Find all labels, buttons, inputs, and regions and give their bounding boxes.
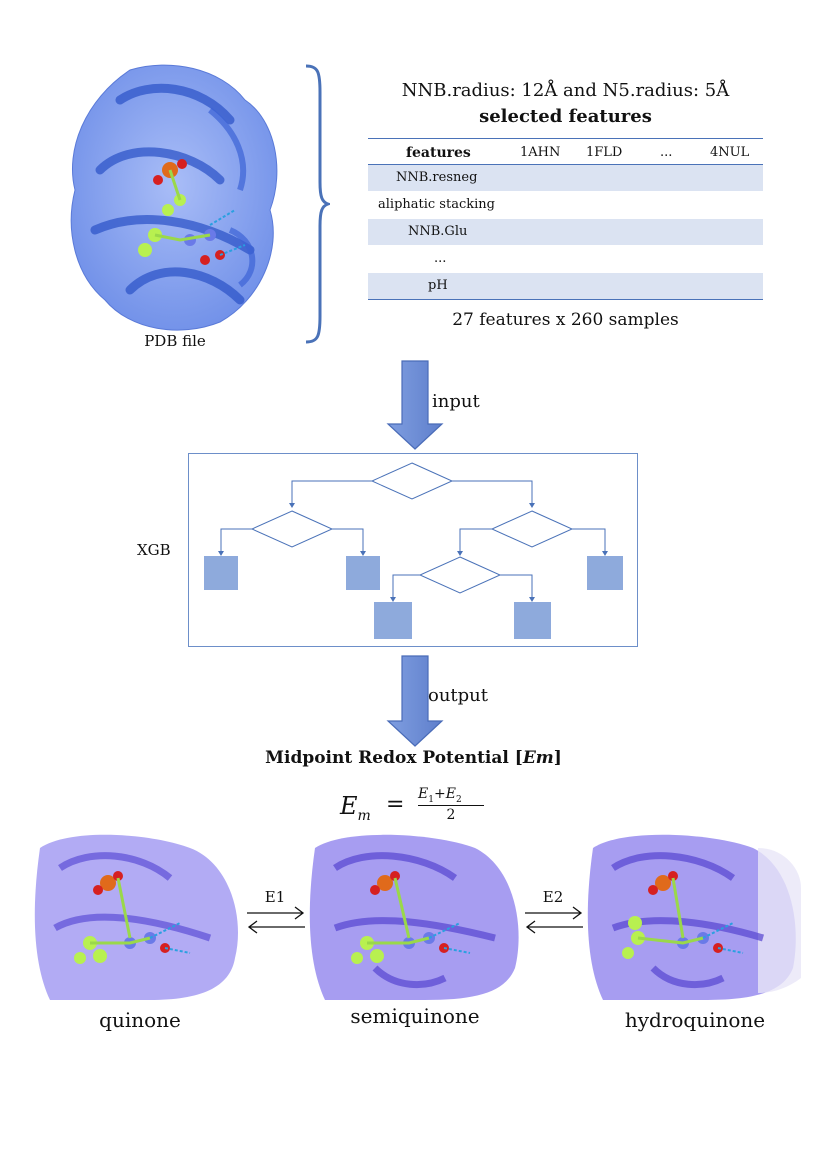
quinone-label: quinone [99, 1008, 181, 1032]
e2-label: E2 [542, 888, 564, 906]
table-top-rule [368, 138, 763, 139]
table-bottom-rule [368, 299, 763, 300]
eq-equals: = [386, 792, 405, 817]
output-arrow [386, 655, 444, 747]
table-row: pH [368, 273, 763, 299]
result-title-suffix: ] [553, 748, 562, 768]
eq-numerator: E1+E2 [418, 786, 462, 805]
table-row: aliphatic stacking [368, 192, 763, 218]
header-1ahn: 1AHN [520, 145, 561, 160]
equilibrium-arrows-e1 [247, 906, 305, 934]
table-row: NNB.Glu [368, 219, 763, 245]
table-header-rule [368, 164, 763, 165]
input-label: input [432, 391, 480, 412]
table-row: ... [368, 246, 763, 272]
curly-brace [305, 64, 330, 344]
semiquinone-label: semiquinone [350, 1004, 480, 1028]
equilibrium-arrows-e2 [525, 906, 583, 934]
output-label: output [428, 685, 489, 706]
e1-label: E1 [264, 888, 286, 906]
row-label: ... [434, 251, 447, 266]
result-title-em: Em [522, 748, 554, 768]
table-title: selected features [479, 106, 652, 127]
semiquinone-structure-image [309, 834, 519, 1000]
eq-lhs: Em [340, 792, 371, 824]
decision-tree-diagram [204, 462, 623, 639]
pdb-protein-image [70, 64, 278, 331]
midpoint-equation: Em = E1+E2 2 [340, 784, 500, 828]
header-features: features [406, 145, 471, 161]
header-4nul: 4NUL [710, 145, 750, 160]
row-label: NNB.resneg [396, 170, 478, 185]
quinone-structure-image [30, 828, 245, 1000]
result-title-prefix: Midpoint Redox Potential [ [265, 748, 523, 768]
hydroquinone-label: hydroquinone [624, 1008, 766, 1032]
radius-params: NNB.radius: 12Å and N5.radius: 5Å [401, 80, 730, 101]
pdb-file-label: PDB file [144, 332, 206, 350]
row-label: NNB.Glu [408, 224, 468, 239]
dataset-summary: 27 features x 260 samples [452, 310, 679, 330]
header-ellipsis: ... [660, 145, 673, 160]
row-label: pH [428, 278, 448, 293]
xgb-model-box [188, 453, 638, 647]
eq-fraction-bar [418, 805, 484, 806]
header-1fld: 1FLD [586, 145, 623, 160]
xgb-label: XGB [137, 541, 171, 559]
hydroquinone-structure-image [587, 834, 801, 1000]
result-title: Midpoint Redox Potential [Em] [150, 748, 677, 768]
table-row: NNB.resneg [368, 165, 763, 191]
row-label: aliphatic stacking [378, 197, 495, 212]
eq-denominator: 2 [446, 807, 456, 823]
input-arrow [386, 360, 444, 450]
table-header-row: features 1AHN 1FLD ... 4NUL [368, 140, 763, 164]
